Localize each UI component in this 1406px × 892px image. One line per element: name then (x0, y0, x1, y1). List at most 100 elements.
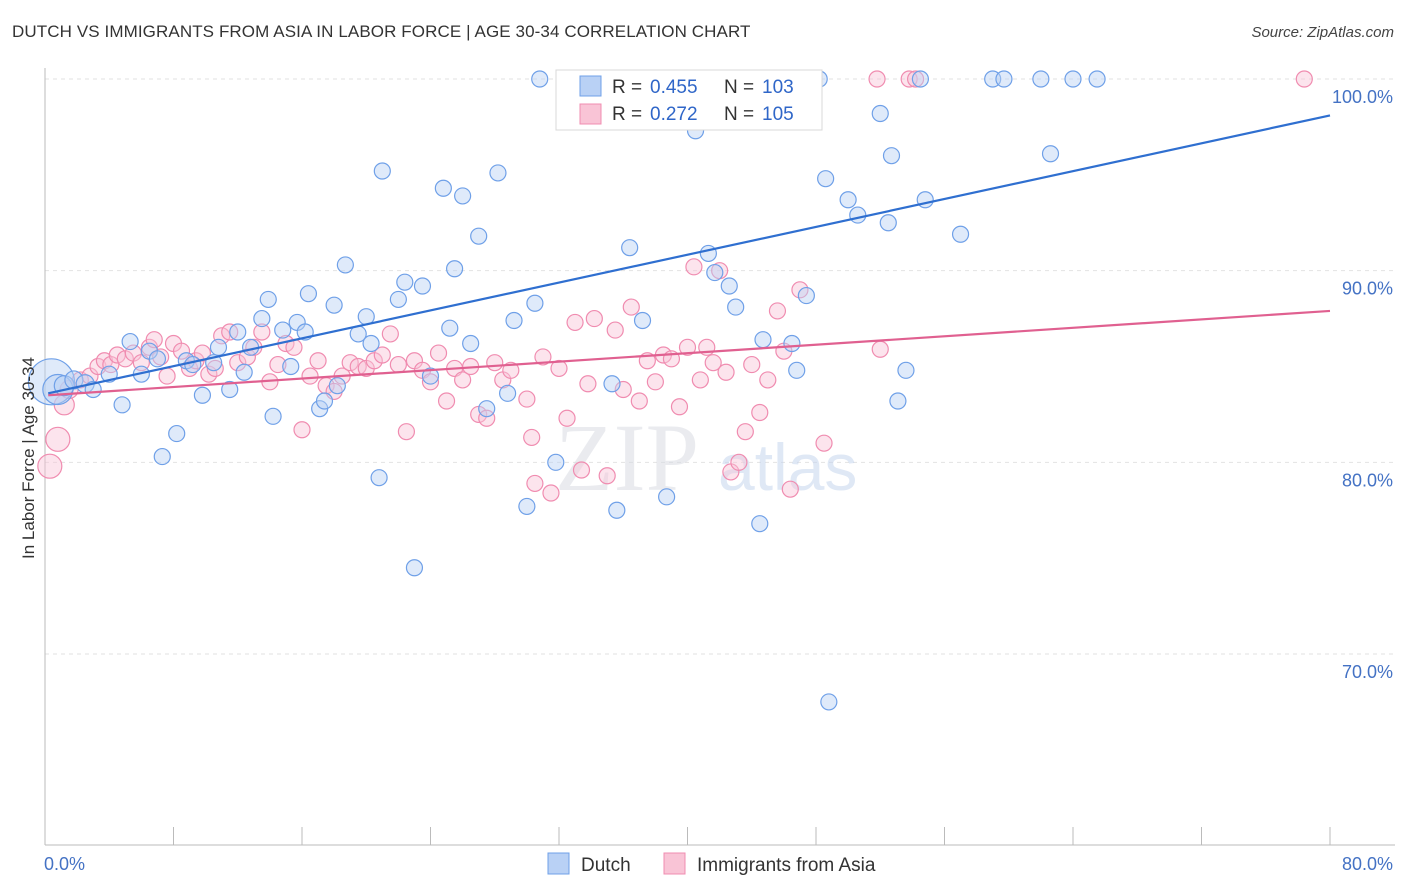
asia-point (743, 355, 761, 374)
asia-point (678, 338, 697, 356)
dutch-point (184, 355, 202, 374)
dutch-point (209, 338, 228, 356)
dutch-point (370, 469, 388, 487)
asia-point (646, 373, 664, 391)
dutch-point (951, 225, 970, 243)
asia-point (229, 354, 247, 372)
asia-point (437, 392, 456, 410)
bottom-legend-dutch: Dutch (581, 855, 631, 876)
dutch-point (264, 407, 282, 425)
dutch-point (462, 334, 480, 353)
source-credit: Source: ZipAtlas.com (1251, 24, 1394, 41)
asia-point (606, 321, 624, 339)
asia-point (704, 354, 722, 372)
legend-n-value-asia: 105 (762, 104, 794, 125)
asia-point (759, 371, 777, 389)
dutch-point (441, 319, 459, 337)
asia-point (389, 355, 407, 374)
asia-point (397, 423, 416, 441)
dutch-point (389, 290, 407, 309)
asia-point (691, 371, 709, 389)
dutch-point (788, 361, 806, 379)
dutch-point (478, 400, 496, 418)
dutch-point (1064, 70, 1082, 88)
y-tick-labels: 70.0% 80.0% 90.0% 100.0% (1332, 87, 1393, 682)
asia-point (736, 423, 754, 441)
watermark-zip: ZIP (555, 404, 699, 511)
dutch-point (751, 515, 769, 533)
legend-r-label-dutch: R = (612, 77, 642, 98)
dutch-point (373, 162, 391, 180)
dutch-point (259, 290, 277, 309)
asia-point (868, 70, 886, 88)
dutch-point (882, 147, 901, 165)
x-tick-labels: 0.0% 80.0% (44, 854, 1393, 874)
asia-point (158, 367, 176, 385)
dutch-point (754, 331, 772, 349)
dutch-point (658, 488, 676, 506)
watermark-atlas: atlas (718, 430, 857, 504)
dutch-point (299, 285, 318, 303)
dutch-point (783, 334, 801, 353)
asia-point (269, 355, 287, 374)
dutch-point (235, 363, 253, 381)
dutch-point (489, 164, 507, 182)
dutch-point (148, 350, 167, 368)
asia-point (293, 421, 311, 439)
bottom-legend-swatch-dutch (547, 852, 570, 875)
asia-point (730, 453, 748, 471)
dutch-point (470, 227, 488, 245)
legend-n-label-asia: N = (724, 104, 754, 125)
legend-r-label-asia: R = (612, 104, 642, 125)
y-tick-label: 70.0% (1342, 662, 1393, 682)
asia-point (768, 302, 787, 320)
dutch-point (720, 277, 738, 295)
asia-point (670, 398, 689, 416)
dutch-point (413, 277, 432, 295)
asia-point (585, 309, 603, 328)
dutch-point (434, 179, 452, 197)
dutch-point (526, 294, 544, 312)
asia-point (478, 409, 496, 427)
chart-title: DUTCH VS IMMIGRANTS FROM ASIA IN LABOR F… (12, 22, 751, 41)
y-tick-label: 90.0% (1342, 279, 1393, 299)
asia-point (550, 359, 568, 378)
dutch-point (325, 296, 343, 314)
dutch-point (531, 70, 549, 88)
legend-stats: R = 0.455 N = 103 R = 0.272 N = 105 (555, 69, 823, 131)
dutch-point (121, 332, 139, 351)
asia-point (454, 371, 472, 389)
asia-point (429, 344, 448, 362)
y-tick-label: 100.0% (1332, 87, 1393, 107)
asia-point (598, 467, 616, 485)
y-axis-label: In Labor Force | Age 30-34 (19, 357, 38, 559)
legend-swatch-asia (579, 103, 602, 125)
dutch-point (849, 206, 867, 224)
bottom-legend-swatch-asia (663, 852, 686, 875)
dutch-point (1032, 70, 1050, 88)
asia-point (685, 258, 703, 276)
asia-point (751, 403, 769, 422)
asia-point (579, 375, 597, 393)
asia-point (253, 323, 271, 341)
dutch-point (879, 214, 897, 232)
dutch-point (282, 357, 300, 376)
asia-point (45, 426, 71, 452)
asia-point (373, 346, 391, 364)
dutch-point (221, 380, 239, 399)
asia-point (486, 354, 504, 372)
dutch-point (362, 334, 380, 353)
dutch-point (113, 396, 131, 414)
asia-point (717, 363, 735, 381)
dutch-point (499, 384, 517, 402)
dutch-point (1041, 145, 1060, 163)
trend-lines (47, 114, 1331, 397)
bottom-legend-asia: Immigrants from Asia (697, 855, 876, 876)
trend-line-dutch (47, 114, 1331, 395)
dutch-point (518, 497, 536, 516)
dutch-point (797, 286, 815, 305)
dutch-point (897, 361, 915, 379)
asia-point (566, 313, 584, 332)
dutch-point (547, 453, 565, 471)
